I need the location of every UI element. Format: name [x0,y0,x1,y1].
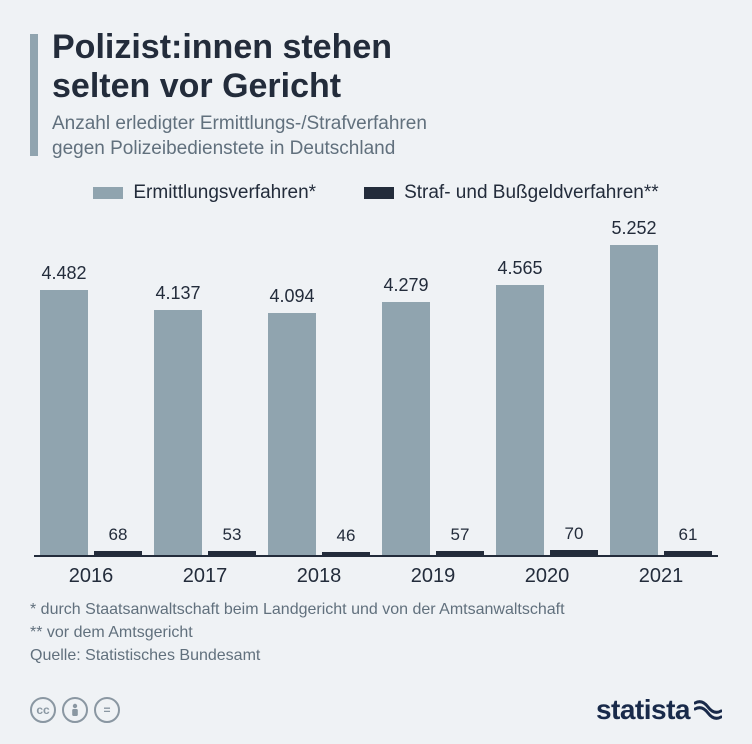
bar-wrap-series1: 4.094 [268,218,316,555]
subtitle: Anzahl erledigter Ermittlungs-/Strafverf… [52,112,427,161]
cc-icons: cc = [30,697,120,723]
bar-wrap-series2: 57 [436,218,484,555]
category-label: 2020 [525,565,570,588]
title-line-1: Polizist:innen stehen [52,28,427,67]
bar-series1 [610,245,658,555]
title-block: Polizist:innen stehen selten vor Gericht… [30,28,722,162]
title-text-wrap: Polizist:innen stehen selten vor Gericht… [52,28,427,162]
cc-icon: cc [30,697,56,723]
bar-value-label: 4.279 [383,275,428,296]
person-icon [69,703,81,717]
footer: cc = statista [30,694,722,726]
bar-value-label: 57 [451,525,470,545]
bar-series1 [268,313,316,555]
bar-value-label: 68 [109,525,128,545]
bar-series2 [94,551,142,555]
subtitle-line-2: gegen Polizeibedienstete in Deutschland [52,138,395,159]
title-line-2: selten vor Gericht [52,67,427,106]
statista-wave-icon [694,699,722,721]
by-icon [62,697,88,723]
statista-text: statista [596,694,690,726]
bar-chart: 4.482 68 2016 4.137 53 2017 4.094 46 2018 4.279 57… [30,218,722,588]
infographic-card: Polizist:innen stehen selten vor Gericht… [0,0,752,744]
bar-pair: 5.252 61 [604,218,718,557]
bar-value-label: 4.482 [41,263,86,284]
bar-group: 4.094 46 2018 [262,218,376,588]
legend-item-2: Straf- und Bußgeldverfahren** [364,182,659,204]
footnote-1: * durch Staatsanwaltschaft beim Landgeri… [30,598,722,621]
bar-wrap-series2: 68 [94,218,142,555]
category-label: 2018 [297,565,342,588]
bar-wrap-series1: 4.279 [382,218,430,555]
bar-value-label: 53 [223,525,242,545]
bar-wrap-series1: 4.565 [496,218,544,555]
statista-logo: statista [596,694,722,726]
bar-groups: 4.482 68 2016 4.137 53 2017 4.094 46 2018 4.279 57… [34,218,718,588]
footnote-2: ** vor dem Amtsgericht [30,621,722,644]
bar-value-label: 70 [565,524,584,544]
category-label: 2019 [411,565,456,588]
source: Quelle: Statistisches Bundesamt [30,644,722,667]
bar-series1 [496,285,544,554]
bar-pair: 4.137 53 [148,218,262,557]
category-label: 2017 [183,565,228,588]
footnotes: * durch Staatsanwaltschaft beim Landgeri… [30,598,722,668]
bar-group: 4.482 68 2016 [34,218,148,588]
bar-group: 4.279 57 2019 [376,218,490,588]
bar-value-label: 4.565 [497,258,542,279]
bar-series1 [382,302,430,555]
bar-wrap-series2: 46 [322,218,370,555]
bar-group: 5.252 61 2021 [604,218,718,588]
subtitle-line-1: Anzahl erledigter Ermittlungs-/Strafverf… [52,113,427,134]
bar-group: 4.565 70 2020 [490,218,604,588]
bar-value-label: 4.094 [269,286,314,307]
bar-series1 [40,290,88,555]
bar-wrap-series1: 5.252 [610,218,658,555]
bar-series1 [154,310,202,554]
bar-wrap-series2: 70 [550,218,598,555]
bar-wrap-series2: 53 [208,218,256,555]
bar-pair: 4.279 57 [376,218,490,557]
bar-value-label: 5.252 [611,218,656,239]
bar-wrap-series2: 61 [664,218,712,555]
legend-swatch-2 [364,187,394,199]
bar-value-label: 46 [337,526,356,546]
bar-series2 [322,552,370,555]
bar-pair: 4.482 68 [34,218,148,557]
bar-series2 [208,551,256,554]
nd-icon: = [94,697,120,723]
bar-value-label: 61 [679,525,698,545]
bar-series2 [436,551,484,554]
legend-label-2: Straf- und Bußgeldverfahren** [404,182,659,204]
bar-value-label: 4.137 [155,283,200,304]
category-label: 2016 [69,565,114,588]
bar-wrap-series1: 4.137 [154,218,202,555]
legend-item-1: Ermittlungsverfahren* [93,182,316,204]
legend-swatch-1 [93,187,123,199]
legend-label-1: Ermittlungsverfahren* [133,182,316,204]
bar-wrap-series1: 4.482 [40,218,88,555]
accent-bar [30,34,38,156]
bar-series2 [550,550,598,554]
bar-group: 4.137 53 2017 [148,218,262,588]
legend: Ermittlungsverfahren* Straf- und Bußgeld… [30,182,722,204]
bar-pair: 4.094 46 [262,218,376,557]
bar-series2 [664,551,712,555]
category-label: 2021 [639,565,684,588]
bar-pair: 4.565 70 [490,218,604,557]
